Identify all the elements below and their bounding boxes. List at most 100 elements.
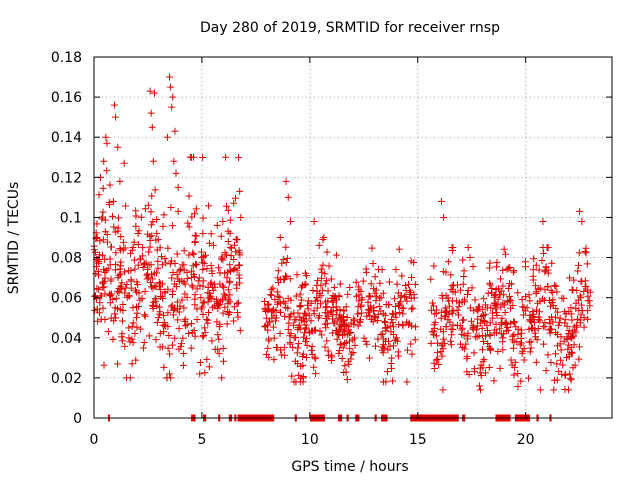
data-point — [520, 356, 528, 364]
data-point — [497, 275, 505, 283]
data-point — [553, 376, 561, 384]
data-point — [216, 280, 224, 288]
data-point — [153, 246, 161, 254]
data-point — [95, 191, 103, 199]
data-point — [532, 288, 540, 296]
data-point — [145, 248, 153, 256]
data-point — [267, 286, 275, 294]
data-point — [498, 320, 506, 328]
data-point — [166, 370, 174, 378]
data-point — [292, 333, 300, 341]
data-point — [370, 306, 378, 314]
data-point — [562, 310, 570, 318]
data-point — [219, 296, 227, 304]
data-point — [329, 315, 337, 323]
data-point — [553, 342, 561, 350]
data-point — [282, 243, 290, 251]
data-point — [487, 304, 495, 312]
data-point — [100, 361, 108, 369]
data-point — [191, 239, 199, 247]
data-point — [183, 268, 191, 276]
data-point — [309, 286, 317, 294]
data-point — [308, 351, 316, 359]
data-point — [141, 312, 149, 320]
data-point — [236, 187, 244, 195]
data-point — [310, 310, 318, 318]
data-point — [139, 244, 147, 252]
data-point — [571, 361, 579, 369]
data-point — [340, 313, 348, 321]
data-point — [291, 316, 299, 324]
data-point — [580, 314, 588, 322]
data-point — [93, 305, 101, 313]
data-point — [342, 339, 350, 347]
data-point — [152, 336, 160, 344]
data-point — [379, 349, 387, 357]
data-point — [205, 239, 213, 247]
data-point — [487, 289, 495, 297]
data-point — [134, 229, 142, 237]
data-point — [505, 285, 513, 293]
data-point — [434, 355, 442, 363]
data-point — [504, 297, 512, 305]
data-point — [314, 277, 322, 285]
data-point — [100, 265, 108, 273]
data-point — [477, 313, 485, 321]
data-point — [149, 301, 157, 309]
data-point — [155, 279, 163, 286]
data-point — [337, 340, 345, 348]
data-point — [232, 248, 240, 256]
data-point — [411, 280, 419, 288]
data-point — [112, 113, 120, 121]
data-point — [227, 244, 235, 252]
data-point — [479, 338, 487, 346]
data-point — [381, 317, 389, 325]
data-point — [490, 377, 498, 385]
data-point — [379, 289, 387, 297]
data-point — [176, 302, 184, 310]
data-point — [116, 285, 124, 293]
y-tick-label: 0.18 — [51, 50, 82, 66]
data-point — [137, 325, 145, 333]
y-tick-label: 0.04 — [51, 331, 82, 347]
data-point — [147, 221, 155, 229]
data-point — [499, 282, 507, 290]
data-point — [118, 333, 126, 341]
data-point — [547, 359, 555, 367]
data-point — [311, 297, 319, 305]
data-point — [493, 308, 501, 316]
data-point — [346, 284, 354, 292]
data-point — [144, 230, 152, 238]
data-point — [323, 319, 331, 327]
data-point — [293, 271, 301, 279]
data-point — [272, 343, 280, 351]
data-point — [536, 308, 544, 316]
data-points — [90, 73, 594, 394]
data-point — [301, 281, 309, 289]
data-point — [398, 272, 406, 280]
data-point — [161, 255, 169, 263]
data-point — [399, 322, 407, 330]
data-point — [148, 270, 156, 278]
data-point — [180, 350, 188, 358]
data-point — [374, 310, 382, 318]
data-point — [553, 288, 561, 296]
data-point — [533, 336, 541, 344]
data-point — [511, 363, 519, 371]
data-point — [362, 265, 370, 273]
data-point — [557, 346, 565, 354]
data-point — [460, 331, 468, 339]
data-point — [305, 311, 313, 319]
data-point — [270, 312, 278, 320]
data-point — [437, 314, 445, 322]
data-point — [409, 304, 417, 312]
data-point — [519, 347, 527, 355]
data-point — [112, 261, 120, 269]
data-point — [297, 362, 305, 370]
data-point — [179, 361, 187, 369]
data-point — [160, 311, 168, 319]
data-point — [342, 368, 350, 376]
data-point — [166, 350, 174, 358]
data-point — [117, 270, 125, 278]
data-point — [458, 324, 466, 332]
